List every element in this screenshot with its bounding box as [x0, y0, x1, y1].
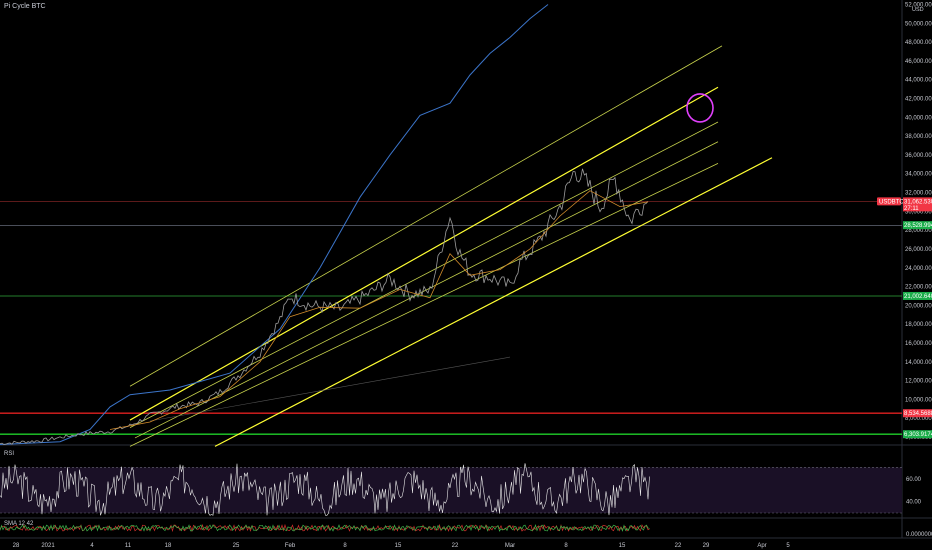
price-tag-value: 6,303.91748 — [904, 432, 932, 438]
x-tick-label: 22 — [675, 543, 682, 549]
rsi-pane: 60.00 40.00 — [0, 463, 922, 516]
price-tag-bg — [903, 409, 932, 418]
y-tick-label: 10,000.00000 — [905, 397, 932, 403]
y-tick-label: 28,000.00000 — [905, 228, 932, 234]
y-tick-label: 26,000.00000 — [905, 247, 932, 253]
x-tick-label: 5 — [786, 543, 790, 549]
sma-pane: 0.00000000 — [0, 523, 932, 538]
y-tick-label: 32,000.00000 — [905, 191, 932, 197]
x-tick-label: 15 — [619, 543, 626, 549]
rsi-line — [0, 463, 650, 516]
channel-line — [214, 157, 773, 447]
series-line — [0, 4, 549, 445]
x-tick-label: Feb — [285, 543, 296, 549]
price-tag-value: 21,002.64011 — [904, 294, 932, 300]
price-tag-value: 31,062.53000 — [904, 199, 932, 205]
price-tag-bg — [903, 430, 932, 439]
y-tick-label: 50,000.00000 — [905, 21, 932, 27]
y-tick-label: 8,000.00000 — [905, 416, 932, 422]
y-tick-label: 52,000.00000 — [905, 3, 932, 9]
sma-pane-title: SMA 12 42 — [4, 521, 34, 527]
y-tick-label: 34,000.00000 — [905, 172, 932, 178]
channel-line — [129, 45, 723, 387]
y-tick-label: 12,000.00000 — [905, 379, 932, 385]
price-tag-bg — [903, 291, 932, 300]
rsi-tick-label: 60.00 — [906, 477, 922, 483]
x-tick-label: 2021 — [41, 543, 55, 549]
x-tick-label: 28 — [13, 543, 20, 549]
horizontal-levels — [0, 200, 902, 435]
x-tick-label: 15 — [395, 543, 402, 549]
y-tick-label: 30,000.00000 — [905, 209, 932, 215]
channel-line — [129, 163, 719, 447]
channel-line — [129, 121, 719, 428]
price-tag-bg — [903, 197, 932, 212]
x-tick-label: 25 — [233, 543, 240, 549]
rsi-pane-title: RSI — [4, 451, 15, 457]
x-tick-label: 8 — [564, 543, 568, 549]
x-tick-label: 4 — [90, 543, 94, 549]
x-tick-label: 8 — [343, 543, 347, 549]
price-tag-countdown: 27:11 — [904, 206, 919, 212]
x-tick-label: 11 — [125, 543, 132, 549]
y-tick-label: 42,000.00000 — [905, 97, 932, 103]
annotation-circle — [686, 93, 714, 123]
currency-label: USD — [912, 7, 924, 13]
rsi-band — [0, 467, 902, 513]
channel-lines — [129, 45, 773, 447]
series-lines — [0, 4, 649, 446]
series-line — [0, 168, 649, 446]
price-tag-value: 28,528.99442 — [904, 223, 932, 229]
rsi-tick-label: 40.00 — [906, 500, 922, 506]
channel-line — [134, 141, 719, 439]
y-tick-label: 46,000.00000 — [905, 59, 932, 65]
annotations — [686, 93, 714, 123]
y-tick-label: 20,000.00000 — [905, 303, 932, 309]
sma-line-green — [0, 523, 650, 532]
price-tag-symbol-bg — [877, 197, 901, 206]
x-tick-label: 22 — [452, 543, 459, 549]
time-axis[interactable]: 28 2021 4 11 18 25 Feb 8 15 22 Mar 8 15 22 29 Apr 5 — [13, 543, 791, 549]
x-tick-label: Mar — [505, 543, 515, 549]
y-tick-label: 38,000.00000 — [905, 134, 932, 140]
x-tick-label: Apr — [757, 543, 766, 549]
y-tick-label: 14,000.00000 — [905, 360, 932, 366]
y-tick-label: 24,000.00000 — [905, 266, 932, 272]
y-tick-label: 16,000.00000 — [905, 341, 932, 347]
y-tick-label: 36,000.00000 — [905, 153, 932, 159]
x-tick-label: 29 — [703, 543, 710, 549]
price-tag-value: 8,534.56889 — [904, 411, 932, 417]
sma-tick-label: 0.00000000 — [906, 532, 932, 538]
y-tick-label: 44,000.00000 — [905, 78, 932, 84]
y-tick-label: 18,000.00000 — [905, 322, 932, 328]
price-tag-symbol: USDBTC — [879, 199, 904, 205]
y-tick-label: 48,000.00000 — [905, 40, 932, 46]
series-line — [109, 190, 649, 430]
price-tag-bg — [903, 221, 932, 230]
y-tick-label: 22,000.00000 — [905, 285, 932, 291]
x-tick-label: 18 — [165, 543, 172, 549]
chart-title: Pi Cycle BTC — [4, 3, 46, 10]
channel-line — [149, 356, 511, 422]
y-tick-label: 40,000.00000 — [905, 115, 932, 121]
channel-line — [129, 86, 719, 421]
